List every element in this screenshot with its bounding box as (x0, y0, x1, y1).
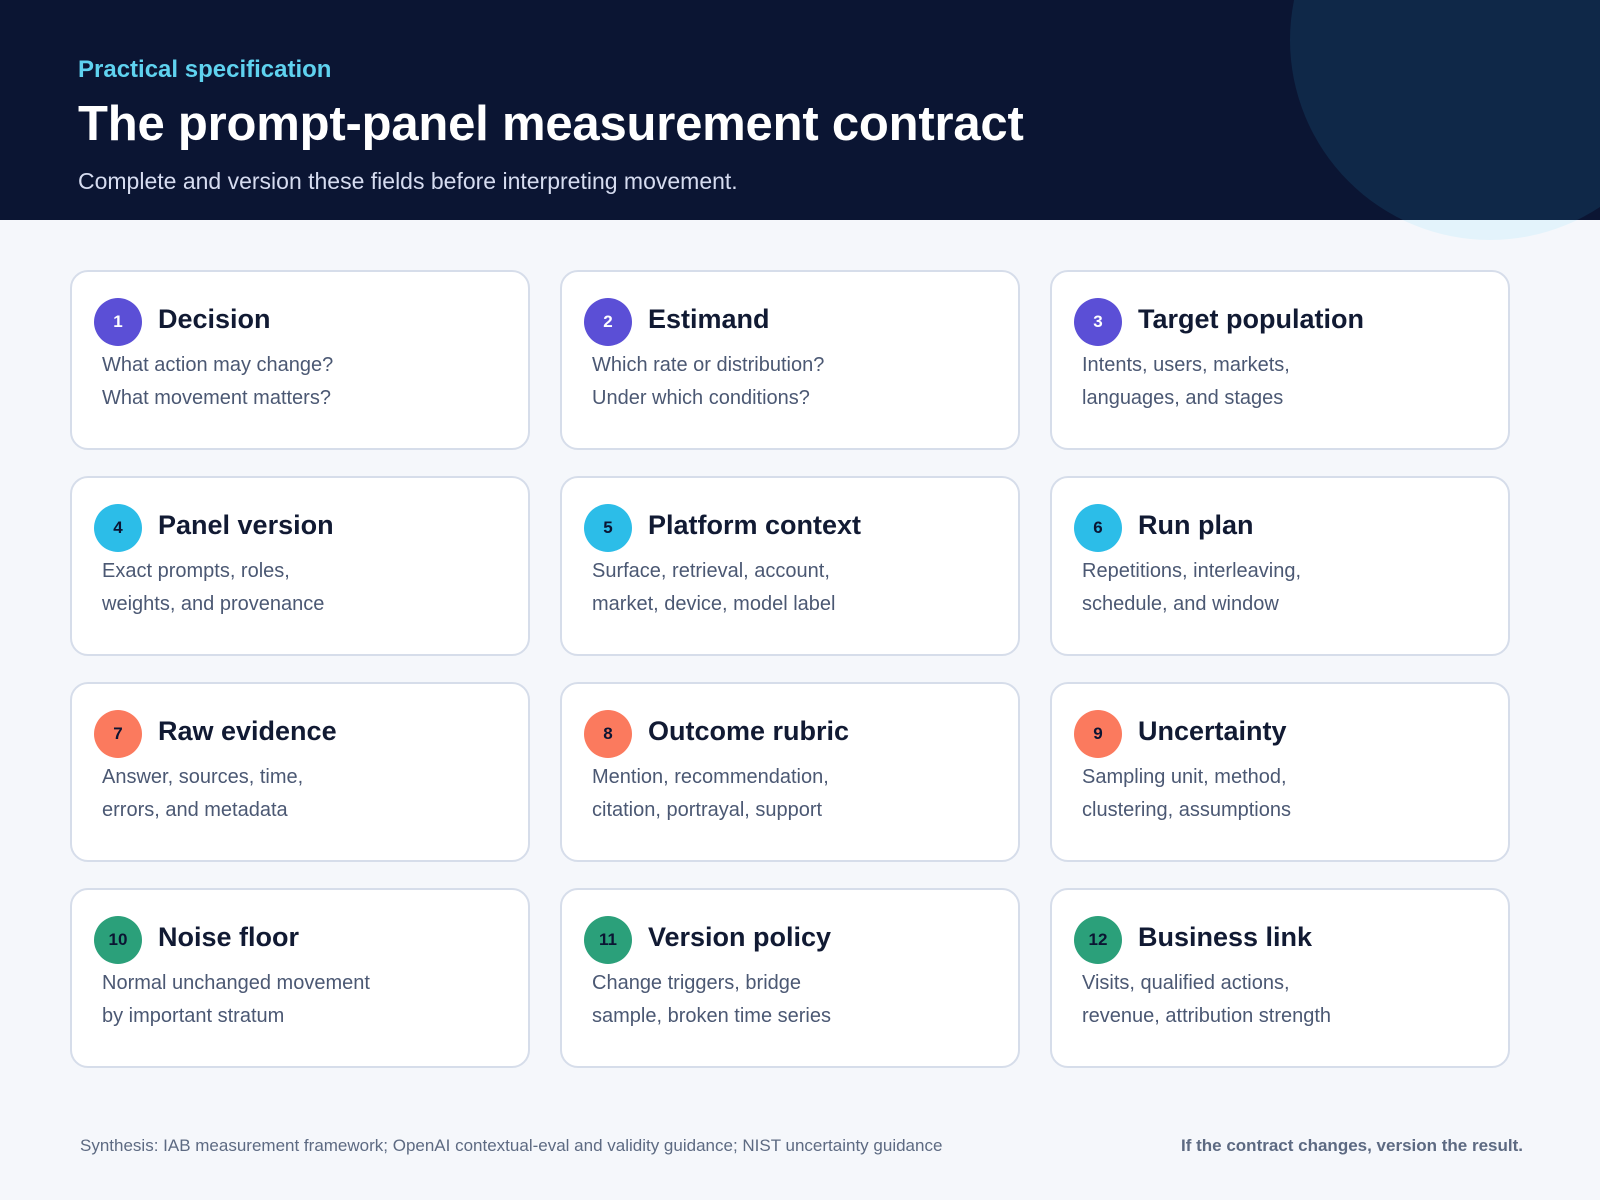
field-card: 5 Platform context Surface, retrieval, acc… (560, 476, 1020, 656)
field-card-description-line: market, device, model label (592, 593, 836, 615)
step-number-badge: 11 (584, 916, 632, 964)
field-card-title: Outcome rubric (648, 716, 850, 746)
field-card-description-line: Mention, recommendation, (592, 766, 829, 788)
field-card-description-line: Normal unchanged movement (102, 972, 370, 994)
contract-fields-grid: 1 Decision What action may change? What mov… (70, 270, 1531, 1080)
eyebrow-label: Practical specification (78, 56, 332, 83)
step-number-badge: 1 (94, 298, 142, 346)
field-card-description-line: schedule, and window (1082, 593, 1279, 615)
field-card-title: Decision (158, 304, 271, 334)
field-card-title: Target population (1138, 304, 1364, 334)
step-number-badge: 5 (584, 504, 632, 552)
field-card-title: Run plan (1138, 510, 1254, 540)
step-number-badge: 12 (1074, 916, 1122, 964)
footer-callout: If the contract changes, version the res… (1181, 1136, 1523, 1155)
field-card-description-line: Repetitions, interleaving, (1082, 560, 1302, 582)
step-number-badge: 9 (1074, 710, 1122, 758)
decorative-circle-edge (1290, 220, 1600, 240)
field-card: 4 Panel version Exact prompts, roles, weigh… (70, 476, 530, 656)
field-card-description-line: citation, portrayal, support (592, 799, 823, 821)
header-banner: Practical specification The prompt-panel… (0, 0, 1600, 220)
field-card-description-line: Sampling unit, method, (1082, 766, 1287, 788)
field-card: 10 Noise floor Normal unchanged movement by… (70, 888, 530, 1068)
field-card: 1 Decision What action may change? What mov… (70, 270, 530, 450)
field-card-description-line: languages, and stages (1082, 387, 1284, 409)
step-number-badge: 6 (1074, 504, 1122, 552)
field-card-description-line: errors, and metadata (102, 799, 288, 821)
field-card-title: Panel version (158, 510, 334, 540)
field-card-description-line: Which rate or distribution? (592, 354, 825, 376)
field-card-title: Noise floor (158, 922, 300, 952)
field-card: 12 Business link Visits, qualified actions… (1050, 888, 1510, 1068)
step-number-badge: 7 (94, 710, 142, 758)
field-card: 9 Uncertainty Sampling unit, method, cluste… (1050, 682, 1510, 862)
field-card: 7 Raw evidence Answer, sources, time, error… (70, 682, 530, 862)
field-card-description-line: sample, broken time series (592, 1005, 831, 1027)
field-card-description-line: by important stratum (102, 1005, 285, 1027)
field-card-title: Uncertainty (1138, 716, 1287, 746)
field-card: 11 Version policy Change triggers, bridge s… (560, 888, 1020, 1068)
field-card-description-line: Under which conditions? (592, 387, 810, 409)
field-card: 6 Run plan Repetitions, interleaving, sched… (1050, 476, 1510, 656)
field-card-description-line: Intents, users, markets, (1082, 354, 1290, 376)
step-number-badge: 10 (94, 916, 142, 964)
field-card-description-line: What action may change? (102, 354, 334, 376)
step-number-badge: 3 (1074, 298, 1122, 346)
field-card-title: Platform context (648, 510, 862, 540)
field-card-description-line: Surface, retrieval, account, (592, 560, 830, 582)
field-card-description-line: clustering, assumptions (1082, 799, 1291, 821)
field-card-description-line: Answer, sources, time, (102, 766, 304, 788)
step-number-badge: 8 (584, 710, 632, 758)
field-card-title: Raw evidence (158, 716, 337, 746)
field-card: 8 Outcome rubric Mention, recommendation, c… (560, 682, 1020, 862)
field-card: 3 Target population Intents, users, market… (1050, 270, 1510, 450)
field-card-description-line: weights, and provenance (102, 593, 325, 615)
field-card-description-line: What movement matters? (102, 387, 331, 409)
page-title: The prompt-panel measurement contract (78, 97, 1024, 151)
page-subtitle: Complete and version these fields before… (78, 168, 738, 194)
field-card-title: Version policy (648, 922, 832, 952)
step-number-badge: 4 (94, 504, 142, 552)
field-card-title: Business link (1138, 922, 1313, 952)
field-card-description-line: Visits, qualified actions, (1082, 972, 1290, 994)
field-card-description-line: Exact prompts, roles, (102, 560, 290, 582)
step-number-badge: 2 (584, 298, 632, 346)
source-note: Synthesis: IAB measurement framework; Op… (80, 1136, 943, 1155)
header-decorative-circle (1290, 0, 1600, 220)
field-card-description-line: Change triggers, bridge (592, 972, 802, 994)
field-card: 2 Estimand Which rate or distribution? Unde… (560, 270, 1020, 450)
field-card-description-line: revenue, attribution strength (1082, 1005, 1332, 1027)
field-card-title: Estimand (648, 304, 770, 334)
